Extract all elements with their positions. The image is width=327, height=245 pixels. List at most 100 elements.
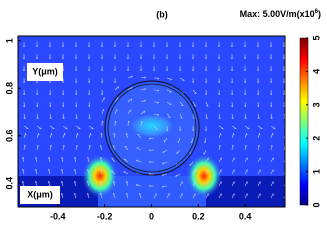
- sphere-hotspot: [126, 112, 178, 140]
- field-arrow: [192, 89, 197, 94]
- field-arrow: [257, 169, 261, 175]
- field-arrow-head: [100, 156, 103, 159]
- field-arrow: [36, 101, 38, 107]
- field-arrow-head: [22, 57, 25, 60]
- field-arrow-head: [178, 69, 181, 72]
- field-arrow-head: [169, 79, 172, 81]
- field-arrow: [114, 109, 118, 115]
- field-arrow: [62, 133, 65, 139]
- field-arrow: [23, 125, 29, 129]
- field-arrow: [231, 125, 237, 129]
- field-arrow-head: [162, 162, 164, 165]
- field-arrow: [162, 161, 168, 165]
- field-arrow-head: [180, 117, 183, 119]
- label-box: [27, 63, 63, 81]
- field-arrow: [231, 101, 233, 107]
- field-arrow: [88, 125, 94, 129]
- field-arrow: [162, 149, 168, 154]
- field-arrow: [205, 157, 209, 163]
- field-arrow-head: [100, 193, 103, 195]
- field-arrow: [113, 181, 116, 187]
- field-arrow-head: [100, 93, 103, 96]
- field-arrow: [270, 169, 274, 175]
- field-arrow: [218, 125, 224, 129]
- field-arrow-head: [217, 45, 220, 48]
- field-arrow-head: [87, 93, 90, 96]
- field-arrow-head: [126, 181, 129, 183]
- field-arrow-head: [178, 129, 181, 132]
- field-arrow: [162, 185, 168, 188]
- field-arrow: [231, 181, 235, 187]
- field-arrow-head: [22, 81, 25, 84]
- field-arrow: [270, 193, 274, 199]
- field-arrow-head: [191, 69, 194, 72]
- field-arrow: [149, 137, 155, 140]
- field-arrow-head: [61, 93, 64, 96]
- field-arrow-head: [219, 144, 221, 147]
- field-arrow-head: [75, 117, 78, 120]
- field-arrow-head: [35, 57, 38, 60]
- field-arrow-head: [51, 133, 53, 136]
- field-arrow-head: [152, 45, 155, 48]
- field-arrow-head: [144, 76, 147, 79]
- field-arrow-head: [139, 57, 142, 60]
- field-arrow: [35, 157, 38, 163]
- field-arrow-head: [205, 117, 208, 120]
- max-label: Max: 5.00V/m(x10: [240, 9, 315, 19]
- field-arrow-head: [61, 156, 64, 159]
- field-arrow-head: [269, 45, 272, 48]
- field-arrow: [49, 133, 52, 139]
- field-arrow: [192, 181, 196, 187]
- field-arrow: [23, 133, 26, 139]
- field-arrow-head: [177, 140, 179, 143]
- field-arrow: [192, 113, 195, 119]
- field-arrow-head: [256, 69, 259, 72]
- field-arrow: [60, 193, 64, 199]
- field-arrow: [61, 157, 64, 163]
- field-arrow-head: [35, 81, 38, 84]
- field-arrow: [48, 169, 51, 175]
- field-arrow-head: [48, 57, 51, 60]
- y-axis-label: Y(μm): [32, 66, 58, 76]
- field-arrow: [101, 97, 105, 103]
- field-arrow-head: [61, 181, 64, 183]
- field-arrow-head: [87, 57, 90, 60]
- field-arrow: [244, 181, 248, 187]
- field-arrow: [204, 137, 207, 143]
- field-arrow-head: [152, 69, 155, 72]
- field-arrow-head: [232, 144, 234, 147]
- field-arrow: [88, 101, 90, 107]
- field-arrow-head: [139, 69, 142, 72]
- field-arrow-head: [148, 137, 151, 140]
- field-arrow: [166, 193, 170, 199]
- field-arrow-head: [206, 105, 209, 107]
- field-arrow-head: [152, 57, 155, 60]
- field-arrow-head: [204, 81, 207, 84]
- field-arrow-head: [126, 57, 129, 60]
- field-arrow: [218, 157, 222, 163]
- field-arrow-head: [230, 93, 233, 96]
- field-arrow-head: [243, 81, 246, 84]
- field-arrow: [231, 169, 235, 175]
- field-arrow: [35, 169, 38, 175]
- field-arrow: [166, 125, 168, 131]
- field-arrow: [176, 149, 181, 155]
- field-arrow-head: [193, 105, 196, 107]
- field-arrow-head: [22, 45, 25, 48]
- field-arrow-head: [35, 156, 38, 159]
- field-arrow: [192, 101, 196, 107]
- field-arrow: [74, 181, 77, 187]
- field-arrow-head: [90, 133, 92, 136]
- field-arrow-head: [74, 156, 77, 159]
- field-arrow: [22, 157, 25, 163]
- field-arrow: [123, 158, 129, 163]
- field-arrow-head: [48, 169, 51, 171]
- sphere-outline: [107, 83, 197, 173]
- field-arrow: [153, 193, 157, 199]
- field-arrow: [62, 145, 65, 151]
- field-arrow: [49, 101, 51, 107]
- field-arrow-head: [283, 105, 285, 108]
- field-arrow: [140, 121, 143, 127]
- field-arrow-head: [35, 169, 38, 171]
- field-arrow: [61, 181, 64, 187]
